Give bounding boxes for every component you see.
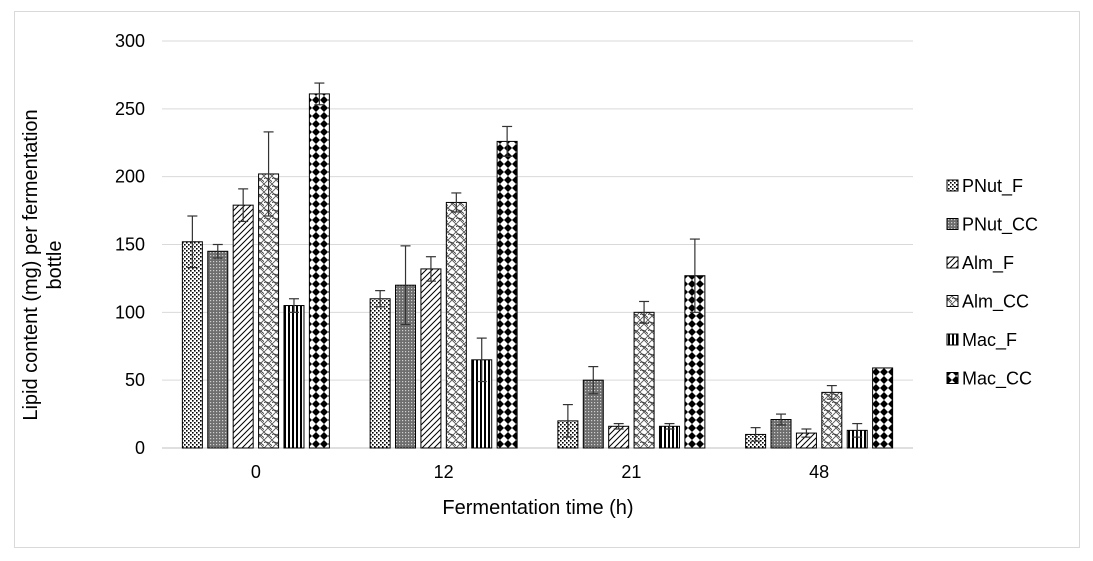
x-axis-title: Fermentation time (h) [442,497,633,519]
bar [420,268,442,449]
bar [445,201,467,449]
bar [181,241,203,449]
legend-label: Alm_CC [962,292,1029,313]
bar [496,140,518,449]
y-axis-title-line2: bottle [44,241,66,290]
y-tick-label: 300 [115,31,145,51]
y-tick-label: 250 [115,99,145,119]
error-bars [187,82,863,442]
legend-swatch [946,333,959,346]
bar [308,93,330,449]
legend-label: PNut_F [962,176,1023,197]
legend-swatch [946,256,959,269]
bar [369,298,391,449]
y-axis-ticks: 0 50 100 150 200 250 300 [115,31,145,458]
bar [872,367,894,449]
y-tick-label: 100 [115,302,145,322]
y-axis-title: Lipid content (mg) per fermentation bott… [20,109,66,420]
legend-swatch [946,218,959,230]
legend-label: PNut_CC [962,215,1038,236]
x-tick-label: 48 [809,462,829,482]
legend-swatch [946,295,959,307]
bar [283,305,305,449]
y-axis-title-line1: Lipid content (mg) per fermentation [20,109,42,420]
x-tick-label: 21 [621,462,641,482]
y-tick-label: 150 [115,235,145,255]
legend-swatch [946,179,959,192]
bar [821,391,843,449]
legend-label: Mac_F [962,330,1017,351]
bar [232,204,254,449]
legend-label: Alm_F [962,253,1014,274]
bar [633,311,655,449]
bar-series [181,93,894,449]
y-tick-label: 200 [115,167,145,187]
legend: PNut_F PNut_CC Alm_F Alm_CC Mac_F Mac_CC [946,176,1038,390]
legend-swatch [946,372,959,384]
x-tick-label: 12 [434,462,454,482]
x-axis-ticks: 0 12 21 48 [251,462,829,482]
legend-label: Mac_CC [962,369,1032,390]
x-tick-label: 0 [251,462,261,482]
y-tick-label: 0 [135,438,145,458]
y-tick-label: 50 [125,370,145,390]
bar [207,250,229,449]
